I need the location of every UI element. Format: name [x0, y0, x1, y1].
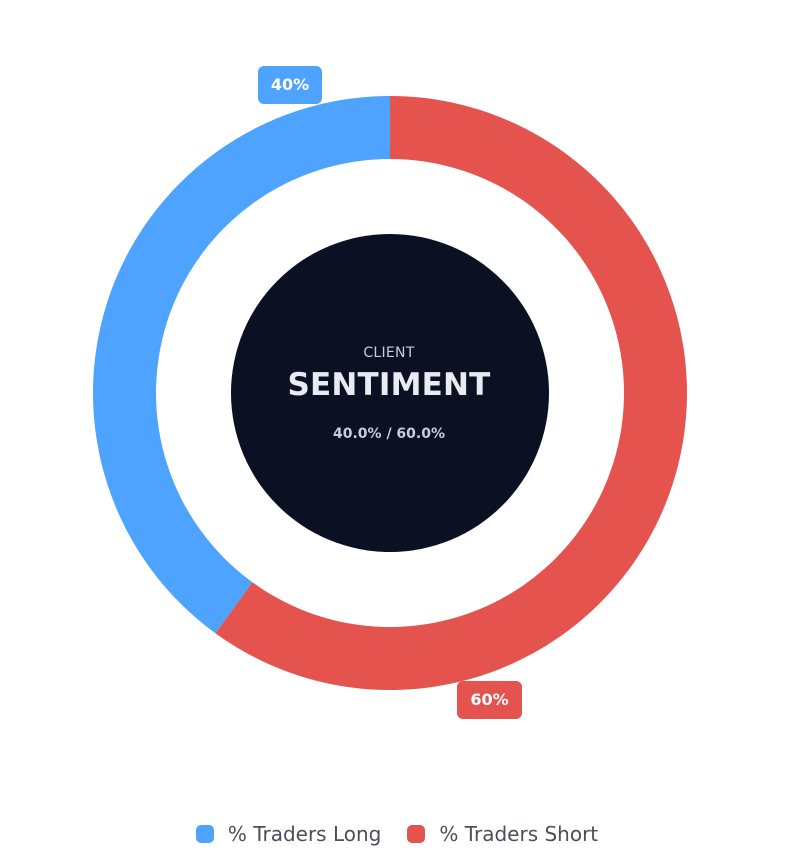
legend-item-long[interactable]: % Traders Long: [195, 822, 382, 846]
legend: % Traders Long % Traders Short: [0, 822, 794, 846]
center-subtitle: CLIENT: [363, 345, 415, 361]
slice-traders-long[interactable]: [92, 96, 390, 634]
legend-swatch-short: [407, 825, 426, 843]
legend-item-short[interactable]: % Traders Short: [407, 822, 598, 846]
legend-label-long: % Traders Long: [227, 822, 382, 846]
center-disc: [231, 234, 549, 552]
data-label-long: 40%: [258, 66, 322, 104]
legend-swatch-long: [195, 825, 214, 843]
donut-ring: [92, 96, 688, 690]
legend-label-short: % Traders Short: [439, 822, 599, 846]
slice-traders-short[interactable]: [215, 96, 688, 690]
center-ratio: 40.0% / 60.0%: [333, 426, 445, 442]
center-title: SENTIMENT: [287, 367, 491, 403]
data-label-short: 60%: [457, 681, 522, 719]
